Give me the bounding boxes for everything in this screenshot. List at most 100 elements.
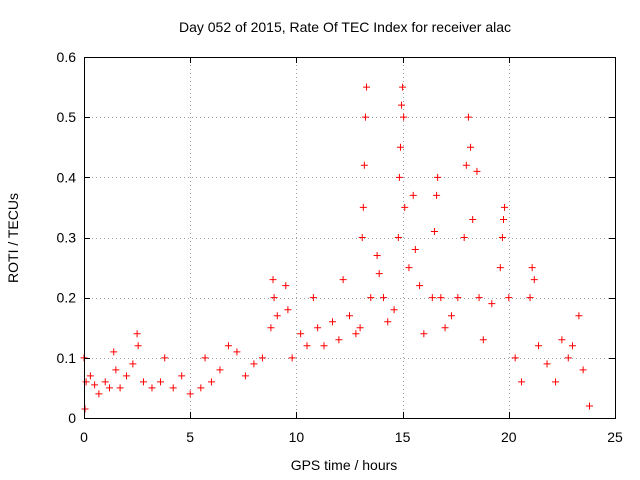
data-point	[297, 330, 305, 338]
data-point	[284, 306, 292, 314]
grid-layer	[84, 57, 615, 418]
data-point	[270, 294, 278, 302]
data-point	[416, 282, 424, 290]
data-point	[303, 342, 311, 350]
data-point	[464, 113, 472, 121]
data-point	[207, 378, 215, 386]
data-point	[367, 294, 375, 302]
data-point	[360, 161, 368, 169]
x-tick-label: 0	[80, 429, 88, 445]
data-point	[511, 354, 519, 362]
data-point	[362, 83, 370, 91]
data-point	[399, 83, 407, 91]
x-tick-label: 20	[501, 429, 517, 445]
data-point	[390, 306, 398, 314]
data-point	[356, 324, 364, 332]
data-point	[134, 342, 142, 350]
data-point	[250, 360, 258, 368]
data-point	[462, 161, 470, 169]
data-point	[82, 378, 90, 386]
data-point	[110, 348, 118, 356]
data-point	[558, 336, 566, 344]
data-point	[105, 384, 113, 392]
data-point	[454, 294, 462, 302]
data-point	[288, 354, 296, 362]
data-point	[161, 354, 169, 362]
data-point	[346, 312, 353, 320]
data-point	[112, 366, 120, 374]
data-point	[335, 336, 343, 344]
data-point	[267, 324, 275, 332]
data-point	[579, 366, 587, 374]
data-point	[479, 336, 487, 344]
data-point	[437, 294, 445, 302]
data-point	[398, 101, 406, 109]
data-point	[86, 372, 94, 380]
data-point	[320, 342, 328, 350]
y-tick-label: 0.4	[57, 169, 77, 185]
data-point	[473, 167, 481, 175]
data-point	[535, 342, 543, 350]
data-point	[241, 372, 249, 380]
data-point	[433, 191, 441, 199]
data-point	[129, 360, 137, 368]
y-tick-label: 0.2	[57, 290, 77, 306]
data-point	[373, 252, 381, 260]
data-point	[395, 173, 403, 181]
data-point	[197, 384, 205, 392]
data-point	[314, 324, 322, 332]
data-point	[394, 234, 402, 241]
data-point	[81, 405, 89, 413]
data-point	[552, 378, 560, 386]
x-tick-label: 10	[289, 429, 305, 445]
data-point	[384, 318, 392, 326]
data-point	[91, 381, 99, 389]
data-point	[156, 378, 164, 386]
data-point	[133, 330, 141, 338]
data-point	[359, 203, 367, 211]
y-tick-label: 0.6	[57, 49, 77, 65]
data-point	[169, 384, 177, 392]
data-point	[564, 354, 572, 362]
data-point	[505, 294, 513, 302]
data-point	[488, 300, 496, 308]
x-tick-label: 5	[186, 429, 194, 445]
data-point	[575, 312, 583, 320]
data-point	[122, 372, 130, 380]
data-point	[409, 191, 417, 199]
data-point	[569, 342, 577, 350]
data-point	[498, 234, 506, 241]
data-point	[201, 354, 209, 362]
data-points	[80, 83, 594, 413]
x-tick-label: 15	[395, 429, 411, 445]
data-point	[405, 264, 413, 272]
data-point	[447, 312, 455, 320]
data-point	[518, 378, 526, 386]
data-point	[116, 384, 124, 392]
data-point	[329, 318, 337, 326]
data-point	[467, 143, 475, 151]
data-point	[352, 330, 360, 338]
data-point	[469, 215, 477, 223]
chart-title: Day 052 of 2015, Rate Of TEC Index for r…	[179, 19, 511, 35]
data-point	[400, 113, 408, 121]
data-point	[420, 330, 428, 338]
data-point	[528, 264, 536, 272]
y-tick-label: 0.5	[57, 109, 77, 125]
data-point	[430, 227, 438, 235]
data-point	[496, 264, 504, 272]
data-point	[224, 342, 232, 350]
data-point	[530, 276, 538, 284]
y-tick-label: 0.1	[57, 350, 77, 366]
data-point	[379, 294, 387, 302]
data-point	[186, 390, 194, 398]
x-axis-label: GPS time / hours	[291, 457, 398, 473]
data-point	[526, 294, 534, 302]
data-point	[95, 390, 103, 398]
data-point	[358, 234, 366, 241]
data-point	[148, 384, 156, 392]
data-point	[273, 312, 281, 320]
data-point	[411, 246, 419, 254]
data-point	[233, 348, 241, 356]
